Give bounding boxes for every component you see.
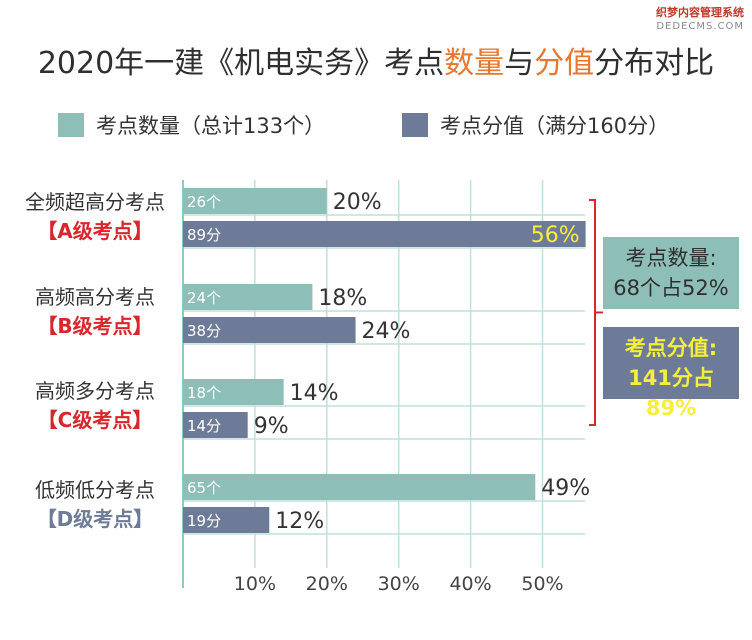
watermark-line1: 织梦内容管理系统 xyxy=(656,6,744,19)
x-tick-label-2: 20% xyxy=(306,573,348,595)
callout-count-summary: 考点数量: 68个占52% xyxy=(603,237,739,309)
bar-inner-label-1-0: 89分 xyxy=(187,226,221,244)
category-label-b: 高频高分考点 【B级考点】 xyxy=(6,283,184,341)
category-grade-d: 【D级考点】 xyxy=(36,507,154,531)
legend-label-score: 考点分值（满分160分） xyxy=(440,114,670,138)
legend-swatch-score xyxy=(402,113,428,137)
callout-score-summary: 考点分值: 141分占89% xyxy=(603,327,739,420)
bar-inner-label-1-2: 14分 xyxy=(187,417,221,435)
category-name-d: 低频低分考点 xyxy=(35,478,155,502)
bar-value-label-0-0: 20% xyxy=(333,190,382,215)
bar-count-0 xyxy=(183,188,327,214)
bar-value-label-1-0: 56% xyxy=(531,223,580,248)
bar-inner-label-0-2: 18个 xyxy=(187,384,221,402)
bar-score-1 xyxy=(183,317,356,343)
x-tick-label-3: 30% xyxy=(378,573,420,595)
group-bracket xyxy=(589,199,603,426)
legend-label-count: 考点数量（总计133个） xyxy=(96,114,326,138)
title-highlight-score: 分值 xyxy=(534,46,595,81)
bar-score-2 xyxy=(183,412,248,438)
category-grade-b: 【B级考点】 xyxy=(37,314,153,338)
bar-value-label-0-1: 18% xyxy=(318,286,367,311)
category-grade-c: 【C级考点】 xyxy=(37,408,153,432)
bar-score-0 xyxy=(183,221,586,247)
x-tick-label-5: 50% xyxy=(521,573,563,595)
category-grade-a: 【A级考点】 xyxy=(37,219,153,243)
callout-score-line1: 考点分值: xyxy=(624,336,718,360)
bar-count-1 xyxy=(183,284,313,310)
callout-count-line2: 68个占52% xyxy=(613,276,729,300)
bar-count-2 xyxy=(183,379,284,405)
bar-count-3 xyxy=(183,474,536,500)
bar-value-label-1-2: 9% xyxy=(254,414,289,439)
legend-item-count: 考点数量（总计133个） xyxy=(58,110,325,140)
title-part1: 2020年一建《机电实务》考点 xyxy=(37,46,445,81)
bar-inner-label-1-3: 19分 xyxy=(187,512,221,530)
bar-value-label-0-2: 14% xyxy=(290,381,339,406)
watermark: 织梦内容管理系统 DEDECMS.COM xyxy=(656,6,744,34)
bar-value-label-1-3: 12% xyxy=(275,509,324,534)
callout-count-line1: 考点数量: xyxy=(625,246,717,270)
callout-score-line2: 141分占89% xyxy=(628,366,714,420)
category-name-b: 高频高分考点 xyxy=(35,285,155,309)
title-highlight-count: 数量 xyxy=(444,46,505,81)
legend-item-score: 考点分值（满分160分） xyxy=(402,110,669,140)
bar-inner-label-0-1: 24个 xyxy=(187,289,221,307)
category-label-c: 高频多分考点 【C级考点】 xyxy=(6,377,184,435)
chart-title: 2020年一建《机电实务》考点数量与分值分布对比 xyxy=(0,38,752,82)
title-part3: 分布对比 xyxy=(594,46,715,81)
category-name-a: 全频超高分考点 xyxy=(25,190,165,214)
legend-swatch-count xyxy=(58,113,84,137)
category-name-c: 高频多分考点 xyxy=(35,379,155,403)
x-tick-label-1: 10% xyxy=(234,573,276,595)
x-tick-label-4: 40% xyxy=(449,573,491,595)
bar-value-label-0-3: 49% xyxy=(541,476,590,501)
watermark-line2: DEDECMS.COM xyxy=(656,21,744,32)
category-label-a: 全频超高分考点 【A级考点】 xyxy=(6,188,184,246)
bar-score-3 xyxy=(183,507,270,533)
bar-inner-label-0-0: 26个 xyxy=(187,193,221,211)
category-label-d: 低频低分考点 【D级考点】 xyxy=(6,476,184,534)
bar-inner-label-1-1: 38分 xyxy=(187,322,221,340)
bar-value-label-1-1: 24% xyxy=(362,319,411,344)
title-part2: 与 xyxy=(504,46,535,81)
bar-inner-label-0-3: 65个 xyxy=(187,479,221,497)
